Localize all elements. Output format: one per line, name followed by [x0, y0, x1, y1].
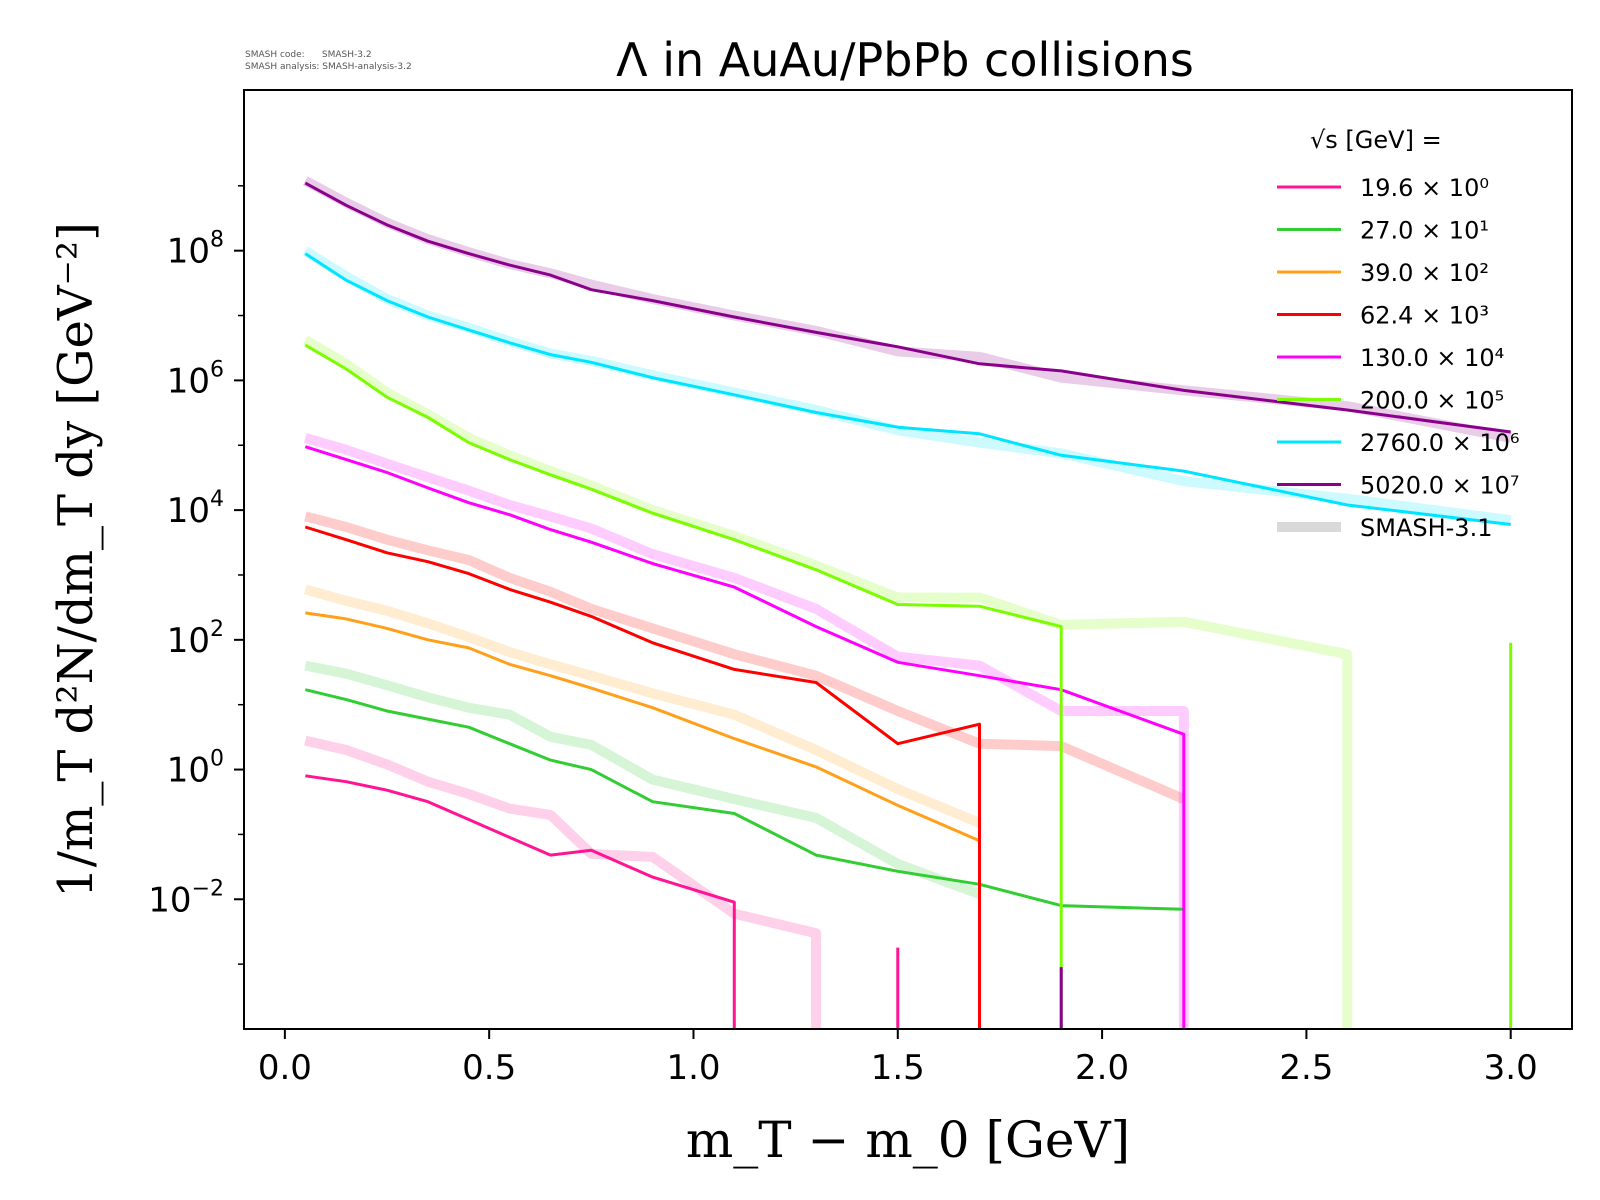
y-tick-label: 106	[167, 357, 224, 401]
legend-items: 19.6 × 10⁰ 27.0 × 10¹ 39.0 × 10² 62.4 × 10³…	[1277, 174, 1520, 542]
legend-label-7: 5020.0 × 10⁷	[1360, 472, 1520, 500]
smash-analysis-version: SMASH analysis: SMASH-analysis-3.2	[245, 62, 412, 72]
series-7-reference-line	[302, 176, 1512, 443]
x-tick-label: 2.5	[1279, 1048, 1333, 1088]
y-tick-label: 10−2	[148, 876, 224, 920]
series-6-reference-line	[302, 246, 1512, 526]
legend-label-6: 2760.0 × 10⁶	[1360, 429, 1520, 457]
x-tick-label: 3.0	[1484, 1048, 1538, 1088]
series-5-line	[304, 343, 1063, 1029]
x-tick-label: 0.0	[258, 1048, 312, 1088]
series-4-reference-line	[303, 433, 1189, 1029]
series-1-reference-line	[304, 660, 982, 899]
series-6-line	[304, 252, 1511, 526]
series-0-line	[305, 774, 736, 1029]
plot-area	[302, 176, 1513, 1029]
series-layer	[302, 176, 1513, 1029]
x-tick-label: 2.0	[1075, 1048, 1129, 1088]
y-tick-label: 100	[167, 747, 224, 791]
x-tick-label: 1.5	[871, 1048, 925, 1088]
series-4-line	[304, 445, 1186, 1029]
chart-title: Λ in AuAu/PbPb collisions	[616, 33, 1194, 87]
y-axis-label: 1/m_T d²N/dm_T dy [GeV⁻²]	[48, 222, 104, 898]
x-axis-label: m_T − m_0 [GeV]	[686, 1111, 1130, 1169]
series-2-line	[305, 611, 981, 843]
y-tick-label: 102	[167, 617, 224, 661]
x-tick-label: 1.0	[666, 1048, 720, 1088]
plot-frame	[243, 89, 1573, 1030]
series-5-reference-line	[302, 335, 1353, 1029]
smash-code-version: SMASH code: SMASH-3.2	[245, 50, 372, 60]
legend-label-0: 19.6 × 10⁰	[1360, 174, 1489, 202]
legend-title: √s [GeV] =	[1310, 126, 1442, 154]
series-0-reference-line	[304, 735, 822, 1029]
legend-label-2: 39.0 × 10²	[1360, 259, 1489, 287]
legend-label-reference: SMASH-3.1	[1360, 514, 1492, 542]
y-tick-label: 108	[167, 228, 224, 272]
legend-label-3: 62.4 × 10³	[1360, 302, 1489, 330]
legend-label-5: 200.0 × 10⁵	[1360, 387, 1504, 415]
series-1-line	[304, 688, 1184, 911]
series-3-line	[304, 525, 981, 1029]
series-2-reference-line	[303, 584, 982, 828]
series-7-line	[304, 181, 1511, 434]
series-3-reference-line	[304, 511, 1186, 804]
legend: √s [GeV] = 19.6 × 10⁰ 27.0 × 10¹ 39.0 × 10…	[1277, 126, 1520, 542]
x-tick-label: 0.5	[462, 1048, 516, 1088]
legend-label-4: 130.0 × 10⁴	[1360, 344, 1504, 372]
y-tick-label: 104	[167, 487, 224, 531]
legend-label-1: 27.0 × 10¹	[1360, 217, 1489, 245]
tick-layer: 0.0 0.5 1.0 1.5 2.0 2.5 3.0 10−2 100 102 104 106 108	[148, 185, 1538, 1088]
